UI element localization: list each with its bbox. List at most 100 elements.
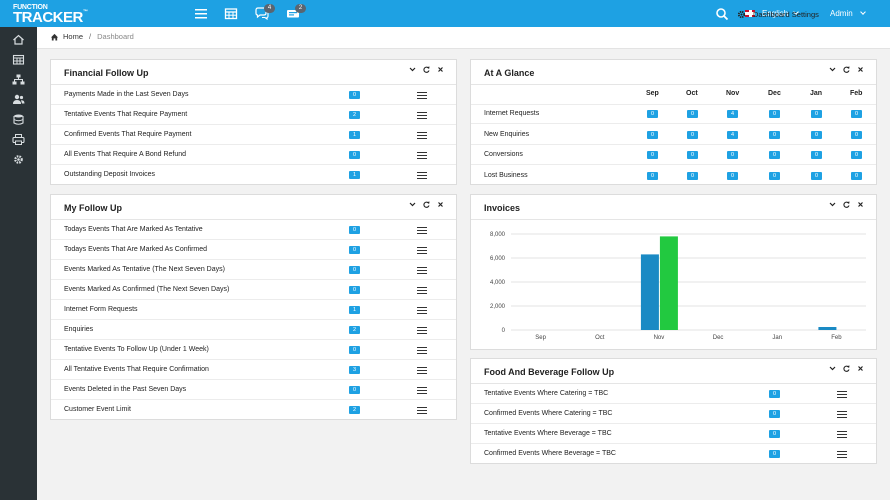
- count-badge[interactable]: 0: [769, 450, 780, 458]
- count-badge[interactable]: 0: [769, 410, 780, 418]
- list-item[interactable]: Tentative Events That Require Payment 2: [51, 105, 456, 125]
- list-menu-icon[interactable]: [417, 327, 427, 334]
- close-icon[interactable]: [857, 365, 864, 372]
- count-badge[interactable]: 0: [687, 110, 698, 118]
- count-badge[interactable]: 0: [811, 110, 822, 118]
- list-menu-icon[interactable]: [837, 431, 847, 438]
- count-badge[interactable]: 0: [687, 151, 698, 159]
- count-badge[interactable]: 0: [851, 151, 862, 159]
- close-icon[interactable]: [437, 201, 444, 208]
- count-badge[interactable]: 0: [349, 386, 360, 394]
- list-menu-icon[interactable]: [417, 407, 427, 414]
- count-badge[interactable]: 0: [349, 246, 360, 254]
- calendar-icon[interactable]: [224, 7, 238, 20]
- list-menu-icon[interactable]: [417, 287, 427, 294]
- list-item[interactable]: Payments Made in the Last Seven Days 0: [51, 85, 456, 105]
- list-item[interactable]: Outstanding Deposit Invoices 1: [51, 165, 456, 185]
- list-item[interactable]: Tentative Events Where Catering = TBC 0: [471, 384, 876, 404]
- list-menu-icon[interactable]: [417, 247, 427, 254]
- count-badge[interactable]: 0: [769, 151, 780, 159]
- count-badge[interactable]: 0: [851, 110, 862, 118]
- count-badge[interactable]: 0: [647, 130, 658, 139]
- close-icon[interactable]: [437, 66, 444, 73]
- list-item[interactable]: Events Deleted in the Past Seven Days 0: [51, 380, 456, 400]
- close-icon[interactable]: [857, 66, 864, 73]
- count-badge[interactable]: 1: [349, 171, 360, 179]
- close-icon[interactable]: [857, 201, 864, 208]
- list-item[interactable]: Confirmed Events Where Catering = TBC 0: [471, 404, 876, 424]
- count-badge[interactable]: 0: [727, 151, 738, 159]
- chat-icon[interactable]: 4: [255, 4, 275, 21]
- list-item[interactable]: Events Marked As Tentative (The Next Sev…: [51, 260, 456, 280]
- count-badge[interactable]: 1: [349, 131, 360, 139]
- list-menu-icon[interactable]: [417, 152, 427, 159]
- list-item[interactable]: Todays Events That Are Marked As Confirm…: [51, 240, 456, 260]
- sidebar-home-icon[interactable]: [12, 32, 25, 45]
- chevron-down-icon[interactable]: [409, 201, 416, 208]
- count-badge[interactable]: 0: [349, 91, 360, 99]
- chevron-down-icon[interactable]: [829, 201, 836, 208]
- list-item[interactable]: Customer Event Limit 2: [51, 400, 456, 420]
- language-selector[interactable]: English: [745, 8, 800, 18]
- sidebar-print-icon[interactable]: [12, 132, 25, 145]
- count-badge[interactable]: 0: [769, 390, 780, 398]
- logo[interactable]: FUNCTION TRACKER™: [13, 4, 88, 25]
- count-badge[interactable]: 0: [727, 171, 738, 180]
- count-badge[interactable]: 3: [349, 366, 360, 374]
- count-badge[interactable]: 0: [769, 171, 780, 180]
- list-menu-icon[interactable]: [417, 367, 427, 374]
- list-item[interactable]: Todays Events That Are Marked As Tentati…: [51, 220, 456, 240]
- count-badge[interactable]: 0: [851, 130, 862, 139]
- count-badge[interactable]: 0: [769, 130, 780, 139]
- user-menu[interactable]: Admin: [830, 9, 866, 18]
- search-icon[interactable]: [715, 7, 729, 21]
- chevron-down-icon[interactable]: [409, 66, 416, 73]
- menu-icon[interactable]: [194, 7, 208, 20]
- sidebar-database-icon[interactable]: [12, 112, 25, 125]
- list-menu-icon[interactable]: [417, 132, 427, 139]
- breadcrumb-home[interactable]: Home: [63, 32, 84, 41]
- count-badge[interactable]: 0: [647, 151, 658, 159]
- refresh-icon[interactable]: [843, 365, 850, 372]
- count-badge[interactable]: 0: [687, 130, 698, 139]
- list-item[interactable]: Confirmed Events Where Beverage = TBC 0: [471, 444, 876, 464]
- count-badge[interactable]: 0: [647, 110, 658, 118]
- chevron-down-icon[interactable]: [829, 365, 836, 372]
- count-badge[interactable]: 0: [769, 430, 780, 438]
- count-badge[interactable]: 0: [647, 171, 658, 180]
- chevron-down-icon[interactable]: [829, 66, 836, 73]
- refresh-icon[interactable]: [843, 201, 850, 208]
- bar[interactable]: [659, 236, 678, 330]
- count-badge[interactable]: 0: [811, 171, 822, 180]
- count-badge[interactable]: 0: [349, 226, 360, 234]
- count-badge[interactable]: 1: [349, 306, 360, 314]
- list-menu-icon[interactable]: [417, 307, 427, 314]
- list-item[interactable]: All Events That Require A Bond Refund 0: [51, 145, 456, 165]
- count-badge[interactable]: 0: [349, 266, 360, 274]
- count-badge[interactable]: 0: [851, 171, 862, 180]
- count-badge[interactable]: 2: [349, 111, 360, 119]
- list-item[interactable]: Tentative Events To Follow Up (Under 1 W…: [51, 340, 456, 360]
- list-menu-icon[interactable]: [417, 92, 427, 99]
- count-badge[interactable]: 0: [349, 286, 360, 294]
- sidebar-sitemap-icon[interactable]: [12, 72, 25, 85]
- dashboard-settings-button[interactable]: Dashboard Settings: [737, 10, 819, 19]
- bar[interactable]: [818, 327, 837, 330]
- list-menu-icon[interactable]: [417, 172, 427, 179]
- count-badge[interactable]: 2: [349, 326, 360, 334]
- sidebar-gear-icon[interactable]: [12, 152, 25, 164]
- list-menu-icon[interactable]: [837, 411, 847, 418]
- list-item[interactable]: All Tentative Events That Require Confir…: [51, 360, 456, 380]
- count-badge[interactable]: 0: [769, 110, 780, 118]
- list-menu-icon[interactable]: [837, 451, 847, 458]
- refresh-icon[interactable]: [843, 66, 850, 73]
- count-badge[interactable]: 0: [811, 130, 822, 139]
- count-badge[interactable]: 0: [811, 151, 822, 159]
- count-badge[interactable]: 0: [349, 151, 360, 159]
- refresh-icon[interactable]: [423, 66, 430, 73]
- list-item[interactable]: Events Marked As Confirmed (The Next Sev…: [51, 280, 456, 300]
- list-menu-icon[interactable]: [417, 227, 427, 234]
- sidebar-users-icon[interactable]: [12, 92, 25, 104]
- list-menu-icon[interactable]: [417, 267, 427, 274]
- list-item[interactable]: Internet Form Requests 1: [51, 300, 456, 320]
